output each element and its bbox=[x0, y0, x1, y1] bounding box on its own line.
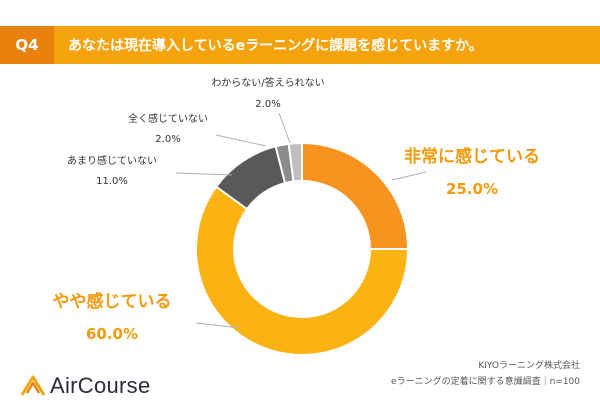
slice-label-not-much: あまり感じていない bbox=[67, 154, 157, 167]
slice-label-not-at-all: 全く感じていない bbox=[128, 112, 208, 125]
source-survey: eラーニングの定着に関する意識調査｜n=100 bbox=[391, 377, 580, 387]
question-text: あなたは現在導入しているeラーニングに課題を感じていますか。 bbox=[54, 26, 600, 64]
aircourse-logo-icon bbox=[20, 375, 46, 396]
slice-value-not-much: 11.0% bbox=[96, 176, 128, 187]
leader-line-not-much bbox=[175, 172, 233, 176]
source-company: KIYOラーニング株式会社 bbox=[478, 361, 580, 371]
leader-line-dont-know bbox=[278, 112, 291, 144]
donut-chart: 非常に感じている 25.0% やや感じている 60.0% あまり感じていない 11.0% 全… bbox=[53, 76, 540, 356]
slice-value-dont-know: 2.0% bbox=[255, 99, 280, 110]
slice-value-not-at-all: 2.0% bbox=[155, 134, 180, 145]
slice-label-dont-know: わからない/答えられない bbox=[211, 76, 324, 89]
question-header: Q4 あなたは現在導入しているeラーニングに課題を感じていますか。 bbox=[0, 0, 600, 64]
question-number-badge: Q4 bbox=[0, 26, 54, 64]
brand-name: AirCourse bbox=[50, 373, 151, 398]
slice-value-very: 25.0% bbox=[446, 180, 498, 198]
slice-label-very: 非常に感じている bbox=[404, 146, 540, 167]
slice-label-somewhat: やや感じている bbox=[53, 291, 172, 312]
slice-somewhat bbox=[195, 185, 410, 356]
leader-line-somewhat bbox=[195, 322, 241, 329]
leader-line-very bbox=[391, 171, 427, 181]
slice-value-somewhat: 60.0% bbox=[86, 325, 138, 343]
leader-line-not-at-all bbox=[215, 134, 267, 147]
slice-very bbox=[301, 141, 410, 250]
slice-dont-know bbox=[287, 141, 303, 183]
brand-logo: AirCourse bbox=[20, 368, 151, 404]
